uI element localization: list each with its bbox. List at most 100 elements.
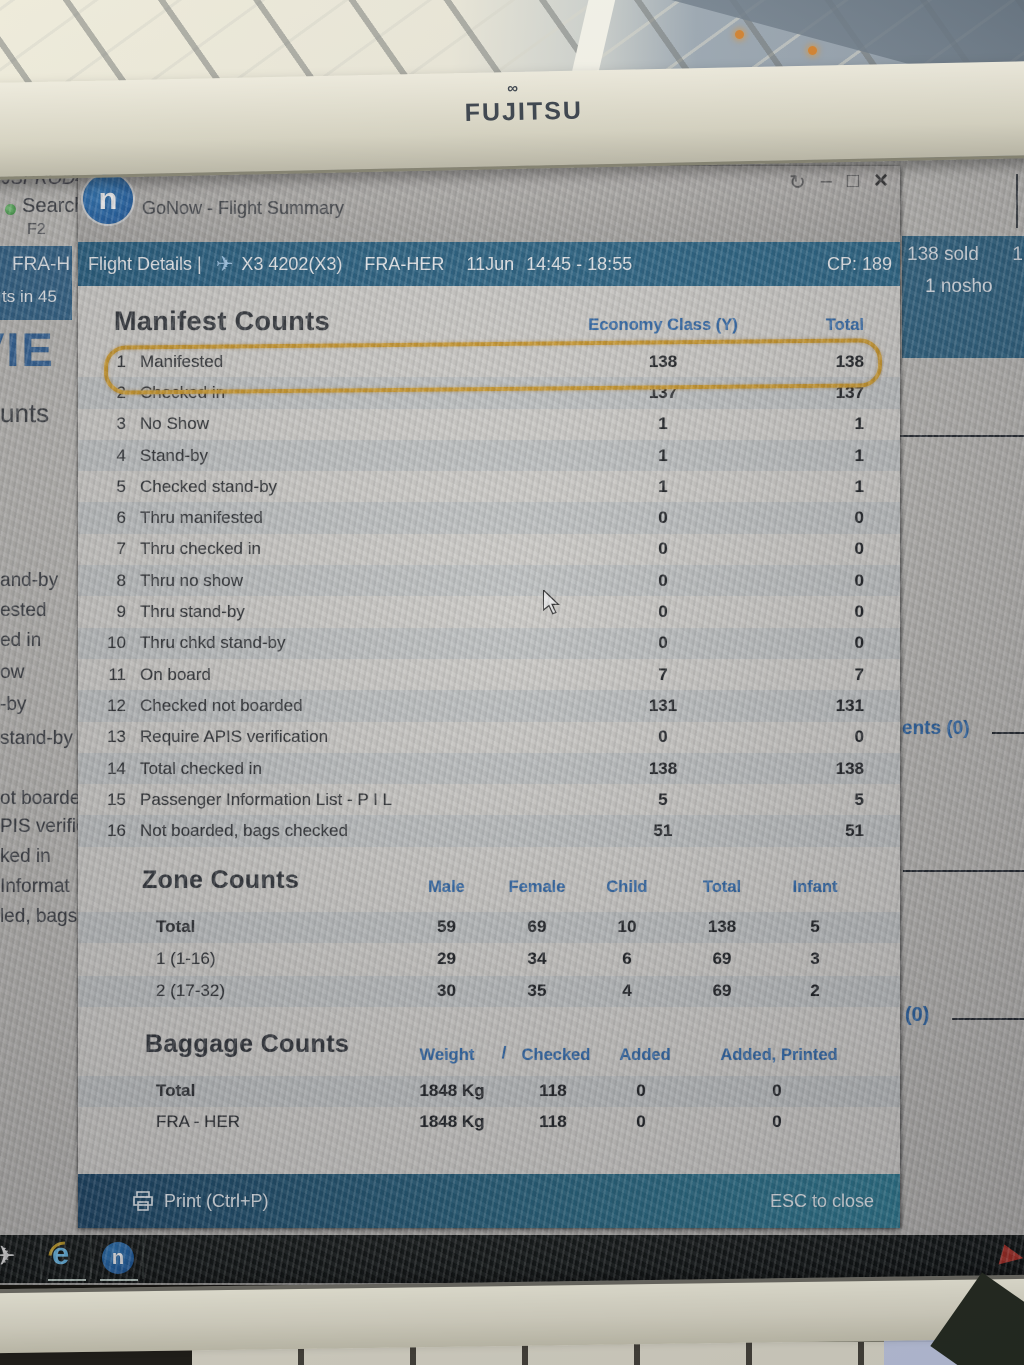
airline-plane-icon: ✈: [215, 252, 234, 276]
bg-sold-panel: 138 sold 1 1 nosho: [902, 236, 1024, 358]
bg-row-fragment: ked in: [0, 846, 51, 867]
mouse-cursor: [542, 588, 560, 620]
manifest-row[interactable]: 5 Checked stand-by 1 1: [116, 476, 864, 496]
column-header-added-printed: Added, Printed: [720, 1046, 838, 1064]
restore-icon[interactable]: ↻: [789, 172, 806, 194]
bg-sold-label: 138 sold: [907, 244, 979, 265]
manifest-row[interactable]: 14 Total checked in 138 138: [78, 752, 900, 785]
window-footer: Print (Ctrl+P) ESC to close: [78, 1174, 900, 1228]
bg-divider: [1016, 174, 1018, 228]
column-header-female: Female: [508, 878, 566, 896]
manifest-row[interactable]: 3 No Show 1 1: [116, 414, 864, 434]
flight-summary-window: n GoNow - Flight Summary ↻ – □ × Flight …: [78, 166, 900, 1228]
taskbar-divider: [142, 1235, 144, 1279]
maximize-icon[interactable]: □: [846, 170, 859, 192]
ceiling-lamp: [735, 30, 744, 39]
manifest-row[interactable]: 7 Thru checked in 0 0: [116, 539, 864, 559]
bg-divider: [900, 435, 1024, 437]
column-header-added: Added: [619, 1046, 671, 1064]
bg-ents-link[interactable]: ents (0): [902, 718, 970, 739]
bg-airport-code: VIE: [0, 323, 55, 376]
bg-row-fragment: stand-by: [0, 728, 73, 749]
minimize-icon[interactable]: –: [820, 170, 832, 192]
manifest-row[interactable]: 4 Stand-by 1 1: [78, 439, 900, 472]
bg-route-tab[interactable]: FRA-H ts in 45: [0, 246, 72, 320]
bg-row-fragment: ested: [0, 600, 47, 621]
bg-route-tab-subtitle: ts in 45: [2, 287, 57, 306]
column-header-male: Male: [428, 878, 465, 896]
bg-divider: [903, 870, 1024, 872]
manifest-row[interactable]: 13 Require APIS verification 0 0: [107, 727, 864, 747]
manifested-row-highlight-annotation: [103, 338, 883, 395]
flight-date: 11Jun: [466, 253, 515, 274]
taskbar-gonow-icon[interactable]: n: [102, 1242, 134, 1274]
bg-row-fragment: -by: [0, 694, 27, 715]
column-header-zone-total: Total: [702, 878, 742, 896]
bg-row-fragment: PIS verific: [0, 816, 86, 837]
bg-route-tab-label: FRA-H: [12, 254, 71, 275]
monitor-brand-logo: FUJITSU: [464, 96, 584, 128]
flight-capacity: CP: 189: [826, 253, 892, 274]
manifest-row[interactable]: 11 On board 7 7: [108, 664, 864, 684]
esc-to-close-label: ESC to close: [769, 1190, 874, 1211]
flight-details-header: Flight Details | ✈ X3 4202(X3) FRA-HER 1…: [78, 242, 900, 286]
taskbar-divider: [40, 1235, 42, 1279]
baggage-counts-title: Baggage Counts: [145, 1030, 350, 1058]
manifest-row[interactable]: 12 Checked not boarded 131 131: [78, 690, 900, 722]
bg-noshow-label: 1 nosho: [925, 276, 993, 297]
taskbar-active-indicator: [100, 1279, 138, 1281]
ceiling-lamp: [808, 46, 817, 55]
zone-counts-title: Zone Counts: [142, 866, 300, 894]
gonow-app-icon: n: [83, 174, 133, 224]
bg-row-fragment: and-by: [0, 570, 59, 591]
taskbar-plane-icon[interactable]: ✈: [0, 1241, 16, 1271]
manifest-row[interactable]: 9 Thru stand-by 0 0: [116, 602, 864, 622]
manifest-row[interactable]: 10 Thru chkd stand-by 0 0: [78, 627, 900, 659]
bg-zero-link[interactable]: (0): [905, 1004, 930, 1026]
column-header-total: Total: [825, 316, 864, 334]
bg-row-fragment: ot boarde: [0, 788, 81, 809]
bg-row-fragment: led, bags c: [0, 906, 92, 927]
flight-times: 14:45 - 18:55: [526, 253, 633, 274]
flight-number: X3 4202(X3): [241, 253, 343, 274]
zone-row: 1 (1-16) 29 34 6 69 3: [156, 949, 820, 968]
printer-icon: [133, 1191, 153, 1211]
manifest-row[interactable]: 16 Not boarded, bags checked 51 51: [78, 815, 900, 847]
taskbar-active-indicator: [48, 1279, 86, 1281]
bg-divider: [992, 732, 1024, 734]
bg-counts-heading-fragment: unts: [0, 398, 50, 428]
manifest-table: 1 Manifested 138 138 2 Checked in 137 137 3 No …: [78, 346, 900, 847]
print-button[interactable]: Print (Ctrl+P): [132, 1191, 269, 1212]
window-body: Manifest Counts Economy Class (Y) Total …: [78, 286, 900, 1174]
bg-row-fragment: ed in: [0, 630, 42, 651]
manifest-counts-title: Manifest Counts: [114, 306, 331, 336]
taskbar-internet-explorer-icon[interactable]: e: [52, 1236, 70, 1271]
baggage-row: FRA - HER 1848 Kg 118 0 0: [156, 1112, 782, 1131]
status-dot-icon: [5, 204, 16, 215]
manifest-row[interactable]: 1 Manifested 138 138: [116, 351, 864, 371]
taskbar-divider: [90, 1235, 92, 1279]
print-label: Print (Ctrl+P): [164, 1190, 269, 1211]
bg-divider: [952, 1018, 1024, 1020]
manifest-row[interactable]: 2 Checked in 137 137: [78, 377, 900, 409]
baggage-row-total: Total 1848 Kg 118 0 0: [78, 1076, 900, 1107]
column-header-child: Child: [606, 878, 648, 896]
bg-search-label[interactable]: Search: [22, 195, 86, 217]
close-icon[interactable]: ×: [873, 167, 888, 194]
zone-row: 2 (17-32) 30 35 4 69 2: [78, 976, 900, 1007]
flight-route: FRA-HER: [364, 253, 445, 274]
bg-edge-digit: 1: [1012, 244, 1023, 265]
column-header-slash: /: [501, 1044, 507, 1062]
column-header-economy: Economy Class (Y): [588, 316, 738, 334]
screen: JSPROD4 Search F2 FRA-H ts in 45 VIE unt…: [0, 158, 1024, 1285]
taskbar: ✈ e n: [0, 1235, 1024, 1283]
bg-search-hotkey: F2: [27, 221, 46, 238]
window-titlebar[interactable]: n GoNow - Flight Summary ↻ – □ ×: [78, 166, 900, 242]
flight-details-label: Flight Details |: [88, 253, 202, 274]
column-header-infant: Infant: [792, 878, 838, 896]
zone-row-total: Total 59 69 10 138 5: [78, 912, 900, 943]
manifest-row[interactable]: 6 Thru manifested 0 0: [78, 502, 900, 534]
manifest-row[interactable]: 8 Thru no show 0 0: [78, 565, 900, 597]
